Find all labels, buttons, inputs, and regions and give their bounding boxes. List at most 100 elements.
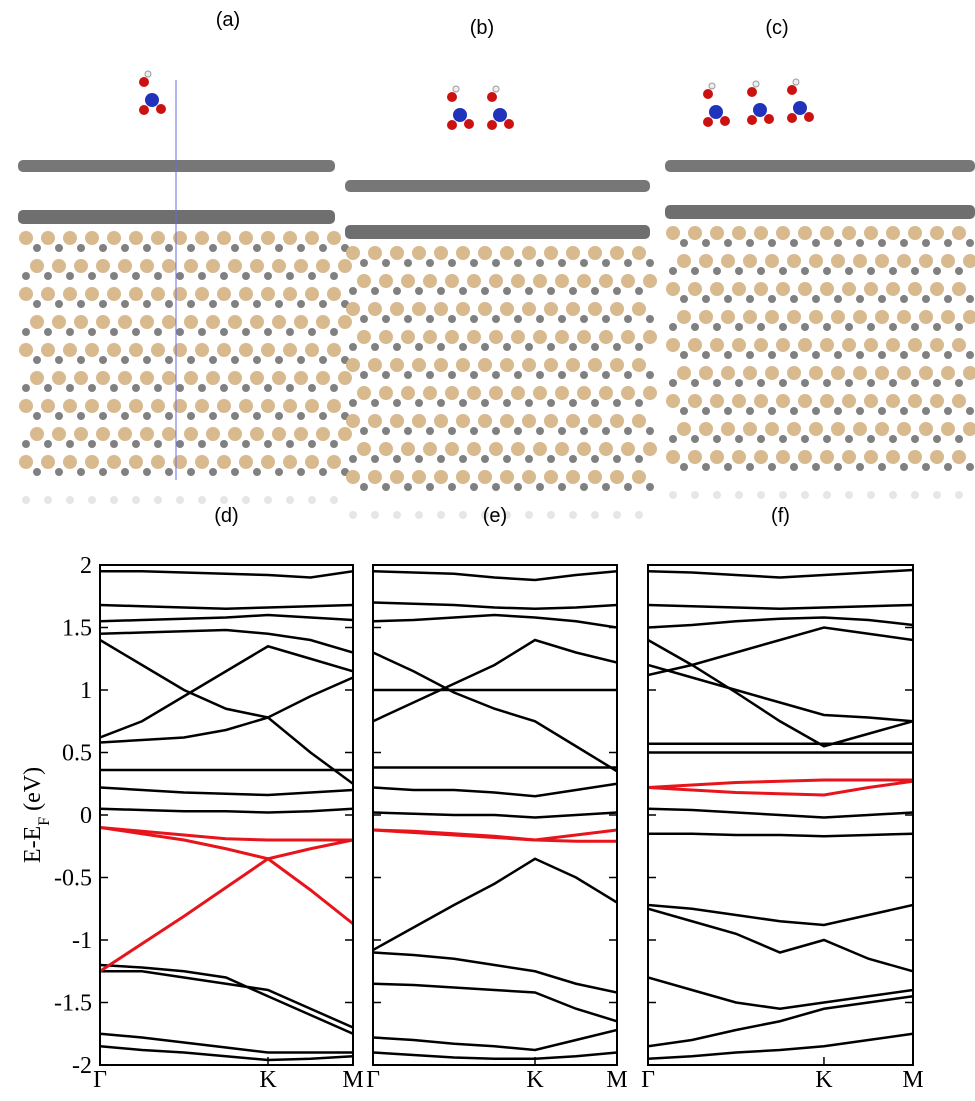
atom [787,85,797,95]
atom [110,384,118,392]
atom [143,300,151,308]
atom [88,272,96,280]
atom [143,356,151,364]
atom [919,254,933,268]
atom [264,384,272,392]
atom [360,427,368,435]
atom [195,343,209,357]
atom [77,244,85,252]
atom [919,422,933,436]
atom [176,384,184,392]
atom [754,338,768,352]
atom [547,511,555,519]
atom [198,496,206,504]
atom [610,470,624,484]
atom [338,315,352,329]
atom [533,386,547,400]
atom [151,399,165,413]
atom [209,356,217,364]
atom [710,226,724,240]
atom [231,468,239,476]
atom [121,244,129,252]
atom [162,427,176,441]
atom [591,455,599,463]
atom [955,267,963,275]
atom [412,302,426,316]
atom [790,407,798,415]
atom [757,267,765,275]
atom [842,226,856,240]
atom [765,254,779,268]
band [373,857,617,952]
atom [621,330,635,344]
atom [330,384,338,392]
atom [503,287,511,295]
atom [198,272,206,280]
atom [390,358,404,372]
atom [305,399,319,413]
atom [632,414,646,428]
atom [809,254,823,268]
atom [489,330,503,344]
atom [908,394,922,408]
atom [96,259,110,273]
band [100,644,353,739]
atom [143,244,151,252]
atom [798,226,812,240]
atom [33,412,41,420]
atom [261,231,275,245]
atom [154,384,162,392]
atom [624,427,632,435]
atom [489,274,503,288]
atom [747,115,757,125]
atom [699,366,713,380]
atom [677,254,691,268]
atom [831,310,845,324]
atom [22,440,30,448]
structure [18,70,352,504]
atom [143,412,151,420]
band [373,638,617,723]
atom [327,399,341,413]
atom [555,442,569,456]
atom [459,455,467,463]
atom [445,386,459,400]
atom [952,394,966,408]
atom [720,116,730,126]
atom [66,384,74,392]
atom [930,450,944,464]
atom [371,455,379,463]
atom [886,226,900,240]
atom [823,435,831,443]
atom [933,267,941,275]
x-tick-label: M [902,1067,923,1093]
atom [669,435,677,443]
atom [151,231,165,245]
atom [853,366,867,380]
atom [944,463,952,471]
atom [588,246,602,260]
band [648,778,913,789]
atom [666,450,680,464]
atom [261,287,275,301]
atom [897,254,911,268]
atom [434,358,448,372]
x-tick-label: K [259,1067,277,1093]
atom [143,468,151,476]
atom [613,343,621,351]
atom [544,302,558,316]
atom [710,450,724,464]
atom [198,384,206,392]
band [373,1028,617,1052]
atom [599,274,613,288]
atom [555,274,569,288]
atom [768,463,776,471]
atom [371,287,379,295]
atom [459,287,467,295]
atom [368,358,382,372]
atom [919,366,933,380]
atom [875,366,889,380]
atom [812,351,820,359]
atom [66,440,74,448]
atom [140,371,154,385]
